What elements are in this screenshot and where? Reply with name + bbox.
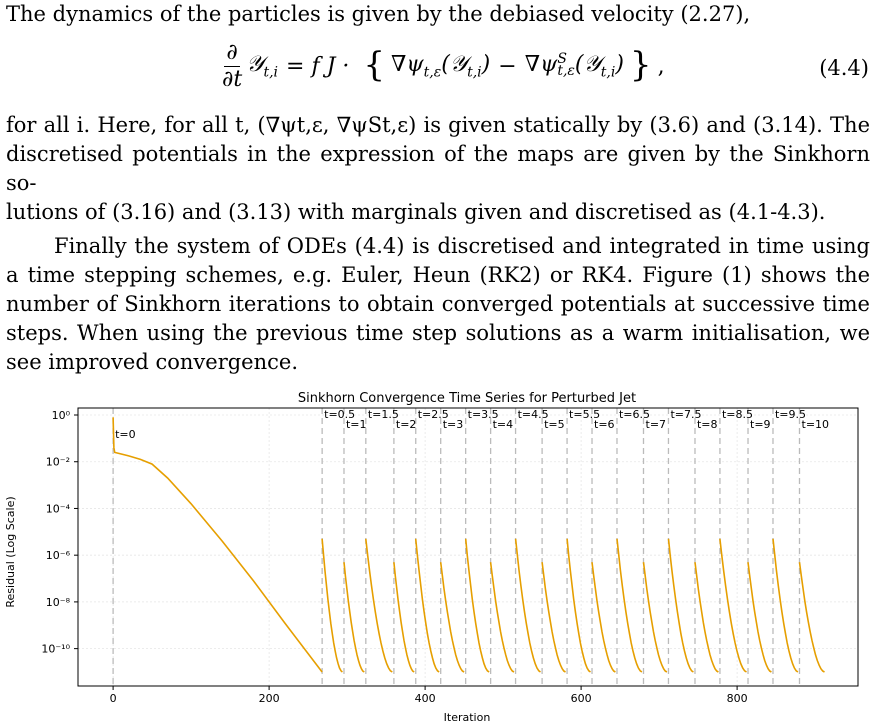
restart-convergence-curve [514, 538, 541, 673]
restart-convergence-curve [694, 562, 719, 673]
time-marker-label: t=3.5 [468, 408, 499, 421]
time-marker-label: t=6.5 [619, 408, 650, 421]
initial-convergence-curve [112, 417, 323, 673]
restart-convergence-curve [464, 538, 490, 673]
x-axis-label: Iteration [444, 711, 491, 724]
restart-convergence-curve [489, 562, 515, 673]
y-tick-label: 10⁻² [46, 456, 70, 469]
paragraph-line: see improved convergence. [6, 350, 298, 374]
paragraph-intro: The dynamics of the particles is given b… [6, 0, 870, 29]
equation-trailing-comma: , [657, 54, 665, 79]
time-marker-label: t=6 [594, 418, 615, 431]
x-tick-label: 800 [727, 692, 748, 705]
time-marker-label: t=3 [443, 418, 464, 431]
time-marker-label: t=8 [697, 418, 718, 431]
restart-convergence-curve [642, 562, 668, 673]
restart-convergence-curve [321, 538, 343, 673]
x-tick-label: 0 [110, 692, 117, 705]
partial-denominator: ∂t [222, 67, 243, 92]
restart-convergence-curve [414, 538, 440, 673]
equation-number: (4.4) [819, 56, 869, 80]
time-marker-label: t=2.5 [418, 408, 449, 421]
convergence-chart: Sinkhorn Convergence Time Series for Per… [4, 391, 859, 724]
paragraph-time-stepping: Finally the system of ODEs (4.4) is disc… [6, 232, 870, 377]
restart-convergence-curve [541, 562, 566, 673]
chart-title: Sinkhorn Convergence Time Series for Per… [298, 391, 636, 406]
restart-convergence-curve [667, 538, 694, 673]
x-tick-label: 200 [259, 692, 280, 705]
grid-lines [78, 408, 858, 686]
time-marker-label: t=1 [346, 418, 367, 431]
paragraph-line: discretised potentials in the expression… [6, 142, 870, 195]
x-axis-ticks: 0 200 400 600 800 [110, 686, 748, 705]
minus-sign: − [498, 54, 517, 79]
time-marker-label: t=0.5 [324, 408, 355, 421]
paragraph-line: Finally the system of ODEs (4.4) is disc… [54, 234, 870, 258]
time-marker-label: t=5 [544, 418, 565, 431]
partial-numerator: ∂ [224, 40, 240, 67]
plot-frame [77, 407, 859, 687]
paragraph-line: lutions of (3.16) and (3.13) with margin… [6, 200, 826, 224]
grad-term-1: ∇ψt,ε(𝒴t,i) [391, 52, 491, 81]
restart-convergence-curve [772, 538, 799, 673]
y-tick-label: 10⁻⁶ [46, 549, 71, 562]
paragraph-intro-text: The dynamics of the particles is given b… [6, 2, 751, 26]
lhs-variable: 𝒴t,i [246, 52, 279, 81]
time-marker-label: t=5.5 [569, 408, 600, 421]
residual-series [112, 417, 825, 673]
time-marker-label: t=4.5 [518, 408, 549, 421]
partial-derivative: ∂ ∂t [222, 40, 242, 93]
time-marker-label: t=10 [802, 418, 830, 431]
left-brace: { [363, 44, 386, 85]
y-axis-label: Residual (Log Scale) [4, 496, 17, 607]
x-tick-label: 600 [571, 692, 592, 705]
paragraph-line: a time stepping schemes, e.g. Euler, Heu… [6, 263, 870, 287]
time-marker-label: t=2 [396, 418, 417, 431]
rhs-prefix: = f J · [286, 54, 350, 79]
time-marker-label: t=8.5 [722, 408, 753, 421]
paragraph-potentials: for all i. Here, for all t, (∇ψt,ε, ∇ψSt… [6, 111, 870, 227]
restart-convergence-curve [798, 562, 825, 673]
restart-convergence-curve [747, 562, 772, 673]
time-marker-label: t=7.5 [670, 408, 701, 421]
restart-convergence-curve [719, 538, 747, 673]
y-axis-ticks: 10⁰ 10⁻² 10⁻⁴ 10⁻⁶ 10⁻⁸ 10⁻¹⁰ [41, 409, 78, 656]
restart-convergence-curve [393, 562, 415, 673]
time-marker-label: t=9 [750, 418, 771, 431]
y-tick-label: 10⁻⁸ [46, 596, 71, 609]
y-tick-label: 10⁻¹⁰ [41, 643, 70, 656]
y-tick-label: 10⁰ [52, 409, 71, 422]
paragraph-line: number of Sinkhorn iterations to obtain … [6, 292, 870, 316]
x-tick-label: 400 [415, 692, 436, 705]
restart-convergence-curve [616, 538, 643, 673]
time-marker-label: t=1.5 [368, 408, 399, 421]
restart-convergence-curve [591, 562, 616, 673]
time-marker-label: t=7 [646, 418, 667, 431]
time-marker-label: t=0 [115, 428, 136, 441]
restart-convergence-curve [343, 562, 365, 673]
paragraph-line: steps. When using the previous time step… [6, 321, 870, 345]
time-marker-label: t=4 [493, 418, 514, 431]
restart-convergence-curve [365, 538, 393, 673]
y-tick-label: 10⁻⁴ [46, 502, 71, 515]
time-marker-label: t=9.5 [775, 408, 806, 421]
time-marker-lines [112, 408, 801, 686]
right-brace: } [629, 44, 652, 85]
restart-convergence-curve [566, 538, 591, 673]
restart-convergence-curve [439, 562, 465, 673]
paragraph-line: for all i. Here, for all t, (∇ψt,ε, ∇ψSt… [6, 113, 870, 137]
time-marker-labels: t=0 t=0.5t=1t=1.5t=2t=2.5t=3 t=3.5t=4 t=4.5… [115, 408, 829, 441]
